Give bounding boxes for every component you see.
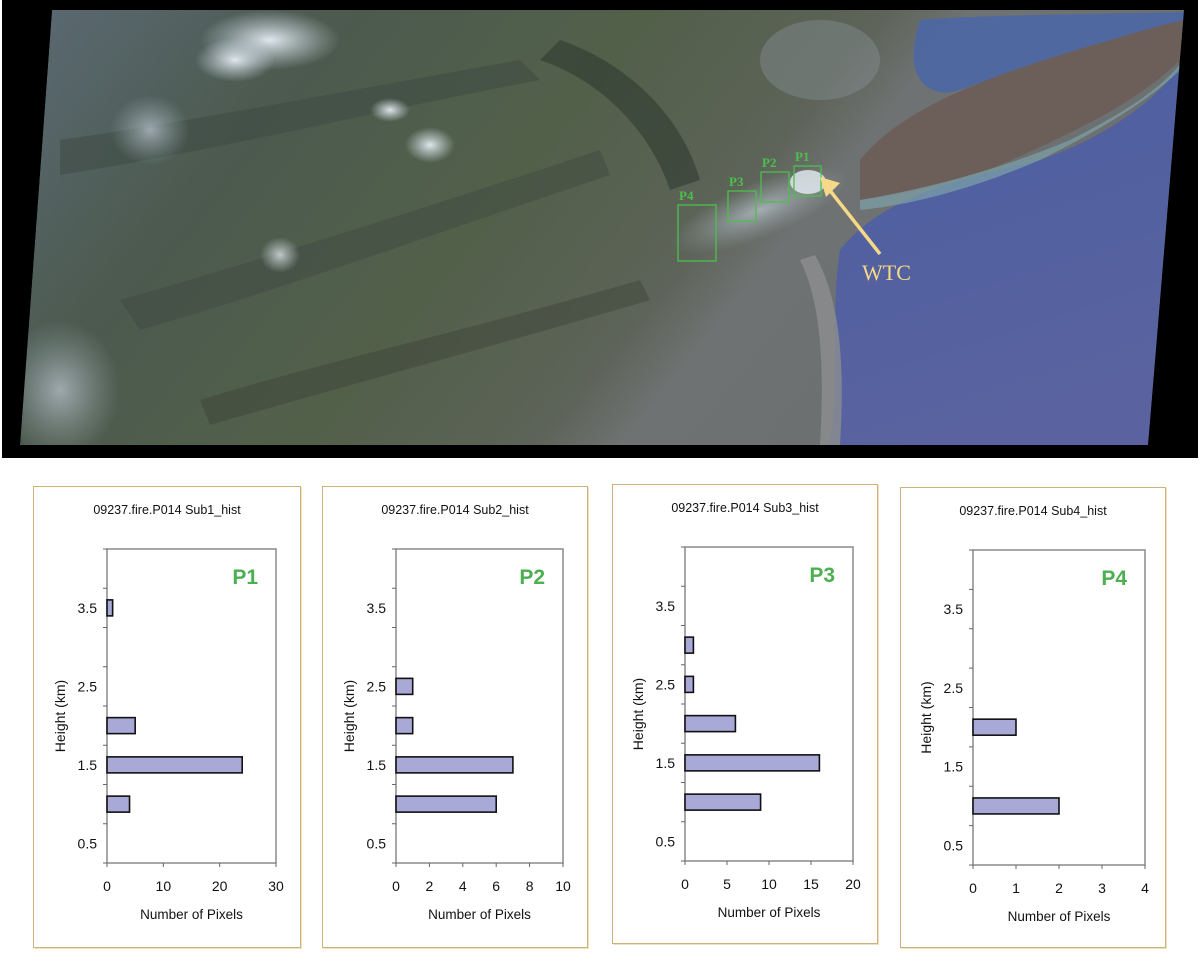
chart-title: 09237.fire.P014 Sub1_hist (93, 503, 241, 517)
x-axis-title: Number of Pixels (718, 905, 821, 920)
y-tick-label: 0.5 (656, 833, 676, 849)
y-axis-title: Height (km) (918, 681, 934, 753)
x-tick-label: 20 (212, 878, 228, 894)
y-axis-title: Height (km) (341, 680, 357, 752)
histogram-bar (395, 795, 497, 813)
histogram-bar (395, 756, 514, 774)
histogram-bar (684, 714, 737, 733)
histogram-bar (395, 716, 414, 735)
histogram-p4: 0 1 2 3 4 0.5 1.5 2.5 3.5 Number of Pixels Height … (918, 549, 1149, 924)
y-tick-label: 2.5 (78, 678, 98, 694)
x-tick-label: 0 (103, 878, 111, 894)
sample-box-p1 (793, 165, 822, 197)
y-tick-label: 2.5 (944, 680, 964, 696)
histogram-bar (684, 754, 821, 772)
chart-title: 09237.fire.P014 Sub4_hist (959, 504, 1107, 518)
x-tick-label: 30 (268, 878, 284, 894)
x-tick-label: 15 (803, 876, 819, 892)
x-tick-label: 6 (492, 878, 500, 894)
x-tick-label: 8 (526, 878, 534, 894)
y-tick-label: 3.5 (656, 598, 676, 614)
x-tick-label: 3 (1098, 880, 1106, 896)
y-tick-label: 3.5 (944, 601, 964, 617)
x-tick-label: 10 (555, 878, 571, 894)
x-tick-label: 1 (1012, 880, 1020, 896)
y-tick-label: 0.5 (944, 837, 964, 853)
y-axis-title: Height (km) (52, 680, 68, 752)
chart-title: 09237.fire.P014 Sub3_hist (671, 501, 819, 515)
histogram-bar (106, 716, 136, 735)
x-axis-title: Number of Pixels (428, 907, 531, 922)
x-tick-label: 10 (761, 876, 777, 892)
panel-label: P2 (519, 566, 545, 589)
wtc-arrow-icon (820, 177, 882, 256)
histogram-bar (106, 795, 131, 813)
x-tick-label: 2 (426, 878, 434, 894)
y-tick-label: 1.5 (944, 759, 964, 775)
histogram-p1: 0 10 20 30 0.5 1.5 2.5 3.5 Number of Pixels Heigh… (52, 548, 284, 922)
histogram-p2: 0 2 4 6 8 10 0.5 1.5 2.5 3.5 Number of Pixels Heigh… (341, 548, 571, 922)
sample-box-p3 (727, 190, 757, 222)
y-tick-label: 0.5 (367, 835, 387, 851)
sample-box-label: P2 (762, 155, 776, 170)
x-tick-label: 0 (392, 878, 400, 894)
histogram-bar (106, 756, 243, 774)
panel-label: P3 (809, 564, 835, 587)
y-tick-label: 1.5 (367, 757, 387, 773)
sample-box-p4 (677, 204, 717, 262)
panel-label: P4 (1101, 567, 1127, 590)
sample-box-p2 (760, 171, 790, 203)
panel-label: P1 (232, 566, 258, 589)
x-tick-label: 10 (156, 878, 172, 894)
x-tick-label: 0 (681, 876, 689, 892)
plume-sample-boxes: P1 P2 P3 P4 (677, 149, 822, 262)
y-tick-label: 2.5 (367, 678, 387, 694)
y-tick-label: 0.5 (78, 835, 98, 851)
y-tick-label: 3.5 (78, 600, 98, 616)
sample-box-label: P1 (795, 149, 809, 164)
sample-box-label: P3 (729, 174, 744, 189)
histogram-bar (972, 718, 1017, 736)
y-tick-label: 3.5 (367, 600, 387, 616)
histogram-bar (972, 797, 1060, 815)
histogram-bar (684, 636, 695, 654)
x-tick-label: 4 (459, 878, 467, 894)
wtc-label: WTC (862, 260, 911, 285)
satellite-annotations: P1 P2 P3 P4 (677, 149, 882, 262)
satellite-image (20, 10, 1184, 445)
y-tick-label: 1.5 (78, 757, 98, 773)
x-tick-label: 0 (969, 880, 977, 896)
histogram-bar (684, 675, 695, 694)
x-tick-label: 20 (845, 876, 861, 892)
x-axis-title: Number of Pixels (140, 907, 243, 922)
x-axis-title: Number of Pixels (1008, 909, 1111, 924)
histogram-bar (106, 599, 114, 617)
histogram-bar (684, 793, 762, 811)
chart-title: 09237.fire.P014 Sub2_hist (381, 503, 529, 517)
x-tick-label: 4 (1141, 880, 1149, 896)
sample-box-label: P4 (679, 188, 694, 203)
y-tick-label: 2.5 (656, 676, 676, 692)
x-tick-label: 5 (723, 876, 731, 892)
y-axis-title: Height (km) (630, 678, 646, 750)
histogram-bar (395, 677, 414, 696)
x-tick-label: 2 (1055, 880, 1063, 896)
y-tick-label: 1.5 (656, 755, 676, 771)
histogram-p3: 0 5 10 15 20 0.5 1.5 2.5 3.5 Number of Pixels Heig… (630, 546, 861, 920)
